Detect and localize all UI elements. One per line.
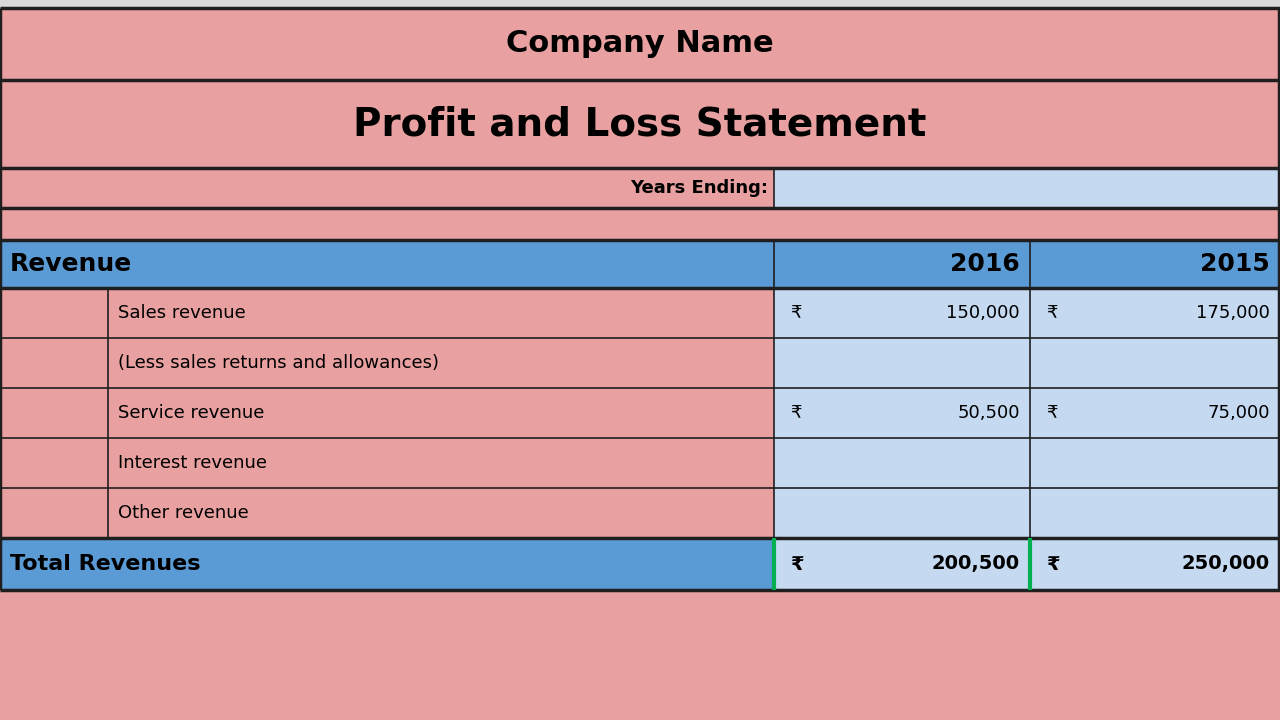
- Bar: [1030, 288, 1280, 338]
- Text: Other revenue: Other revenue: [118, 504, 248, 522]
- Text: Interest revenue: Interest revenue: [118, 454, 268, 472]
- Bar: [1030, 488, 1280, 538]
- Bar: [0, 80, 1280, 168]
- Text: (Less sales returns and allowances): (Less sales returns and allowances): [118, 354, 439, 372]
- Bar: [0, 8, 1280, 80]
- Text: ₹: ₹: [790, 304, 801, 322]
- Text: ₹: ₹: [790, 404, 801, 422]
- Text: ₹: ₹: [1046, 304, 1057, 322]
- Text: 150,000: 150,000: [946, 304, 1020, 322]
- Text: ₹: ₹: [1046, 404, 1057, 422]
- Bar: [0, 240, 774, 288]
- Text: Sales revenue: Sales revenue: [118, 304, 246, 322]
- Text: 175,000: 175,000: [1196, 304, 1270, 322]
- Bar: [1030, 240, 1280, 288]
- Text: 50,500: 50,500: [957, 404, 1020, 422]
- Text: Revenue: Revenue: [10, 252, 132, 276]
- Bar: [0, 168, 774, 208]
- Bar: [0, 590, 1280, 720]
- Text: ₹: ₹: [790, 554, 804, 574]
- Bar: [1030, 388, 1280, 438]
- Text: 75,000: 75,000: [1207, 404, 1270, 422]
- Text: 2015: 2015: [1201, 252, 1270, 276]
- Text: 200,500: 200,500: [932, 554, 1020, 574]
- Bar: [108, 438, 774, 488]
- Bar: [108, 338, 774, 388]
- Bar: [0, 338, 108, 388]
- Bar: [1030, 538, 1280, 590]
- Text: Service revenue: Service revenue: [118, 404, 265, 422]
- Bar: [774, 288, 1030, 338]
- Bar: [0, 288, 108, 338]
- Bar: [0, 488, 108, 538]
- Bar: [774, 388, 1030, 438]
- Bar: [0, 538, 774, 590]
- Bar: [1030, 338, 1280, 388]
- Bar: [774, 338, 1030, 388]
- Bar: [774, 240, 1030, 288]
- Bar: [1030, 438, 1280, 488]
- Text: Company Name: Company Name: [506, 30, 774, 58]
- Bar: [0, 438, 108, 488]
- Bar: [108, 388, 774, 438]
- Bar: [774, 438, 1030, 488]
- Text: 250,000: 250,000: [1181, 554, 1270, 574]
- Bar: [108, 488, 774, 538]
- Bar: [0, 208, 1280, 240]
- Bar: [774, 488, 1030, 538]
- Text: Profit and Loss Statement: Profit and Loss Statement: [353, 105, 927, 143]
- Bar: [0, 388, 108, 438]
- Bar: [774, 168, 1280, 208]
- Text: 2016: 2016: [950, 252, 1020, 276]
- Bar: [108, 288, 774, 338]
- Text: ₹: ₹: [1046, 554, 1060, 574]
- Text: Years Ending:: Years Ending:: [630, 179, 768, 197]
- Text: Total Revenues: Total Revenues: [10, 554, 201, 574]
- Bar: [774, 538, 1030, 590]
